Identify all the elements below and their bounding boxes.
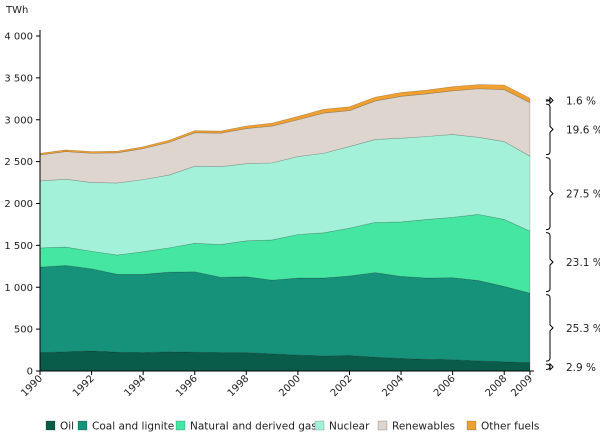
y-tick-label: 2 000 — [4, 199, 33, 210]
area-coal-and-lignite — [39, 265, 531, 363]
x-tick-label: 1998 — [226, 373, 252, 399]
x-tick-label: 2004 — [380, 373, 406, 399]
legend-swatch — [466, 420, 477, 431]
y-tick-label: 4 000 — [4, 32, 33, 43]
y-tick-label: 1 000 — [4, 283, 33, 294]
y-tick-label: 2 500 — [4, 157, 33, 168]
share-annotations: 1.6 % 19.6 % 27.5 % 23.1 % 25.3 % 2.9 % — [545, 95, 600, 374]
legend-item-coal-and-lignite: Coal and lignite — [77, 420, 174, 433]
series-areas — [39, 84, 531, 372]
legend-item-oil: Oil — [45, 420, 74, 433]
legend-label: Renewables — [392, 421, 455, 433]
share-label: 27.5 % — [566, 189, 600, 201]
x-tick-label: 2006 — [432, 373, 458, 399]
x-tick-label: 2000 — [277, 373, 303, 399]
share-label: 23.1 % — [566, 257, 600, 269]
legend-swatch — [314, 420, 325, 431]
legend-item-natural-and-derived-gas: Natural and derived gas — [175, 420, 317, 433]
share-bracket — [545, 294, 554, 362]
legend-swatch — [77, 420, 88, 431]
x-axis-ticks: 1990 1992 1994 1996 1998 2000 2002 2004 2006 2008… — [19, 371, 535, 399]
legend-label: Other fuels — [481, 421, 539, 433]
share-bracket — [545, 232, 554, 293]
x-tick-label: 1994 — [123, 373, 149, 399]
legend-label: Coal and lignite — [92, 421, 174, 433]
y-tick-label: 3 500 — [4, 73, 33, 84]
share-label: 25.3 % — [566, 323, 600, 335]
y-tick-label: 1 500 — [4, 241, 33, 252]
y-axis-ticks: 0 500 1 000 1 500 2 000 2 500 3 000 3 500 4 000 — [4, 32, 40, 378]
x-tick-label: 2009 — [509, 373, 535, 399]
legend-label: Nuclear — [329, 421, 370, 433]
legend-label: Oil — [60, 421, 74, 433]
share-label: 2.9 % — [566, 362, 596, 374]
share-label: 19.6 % — [566, 124, 600, 136]
legend-item-renewables: Renewables — [377, 420, 455, 433]
share-bracket — [545, 103, 554, 156]
legend-swatch — [175, 420, 186, 431]
y-tick-label: 500 — [14, 325, 33, 336]
area-other-fuels — [39, 84, 531, 156]
x-tick-label: 1990 — [19, 373, 45, 399]
x-tick-label: 1996 — [174, 373, 200, 399]
legend-label: Natural and derived gas — [190, 421, 317, 433]
legend-item-nuclear: Nuclear — [314, 420, 370, 433]
share-bracket — [545, 157, 554, 231]
share-bracket — [545, 362, 554, 372]
x-tick-label: 2002 — [329, 373, 355, 399]
y-axis-unit-label: TWh — [5, 5, 28, 16]
y-tick-label: 0 — [27, 367, 33, 378]
share-label: 1.6 % — [566, 95, 596, 107]
legend: Oil Coal and lignite Natural and derived g… — [45, 420, 539, 433]
y-tick-label: 3 000 — [4, 115, 33, 126]
legend-swatch — [377, 420, 388, 431]
axes — [39, 30, 534, 372]
share-bracket — [545, 96, 554, 105]
x-tick-label: 1992 — [71, 373, 97, 399]
x-tick-label: 2008 — [484, 373, 510, 399]
legend-item-other-fuels: Other fuels — [466, 420, 539, 433]
legend-swatch — [45, 420, 56, 431]
